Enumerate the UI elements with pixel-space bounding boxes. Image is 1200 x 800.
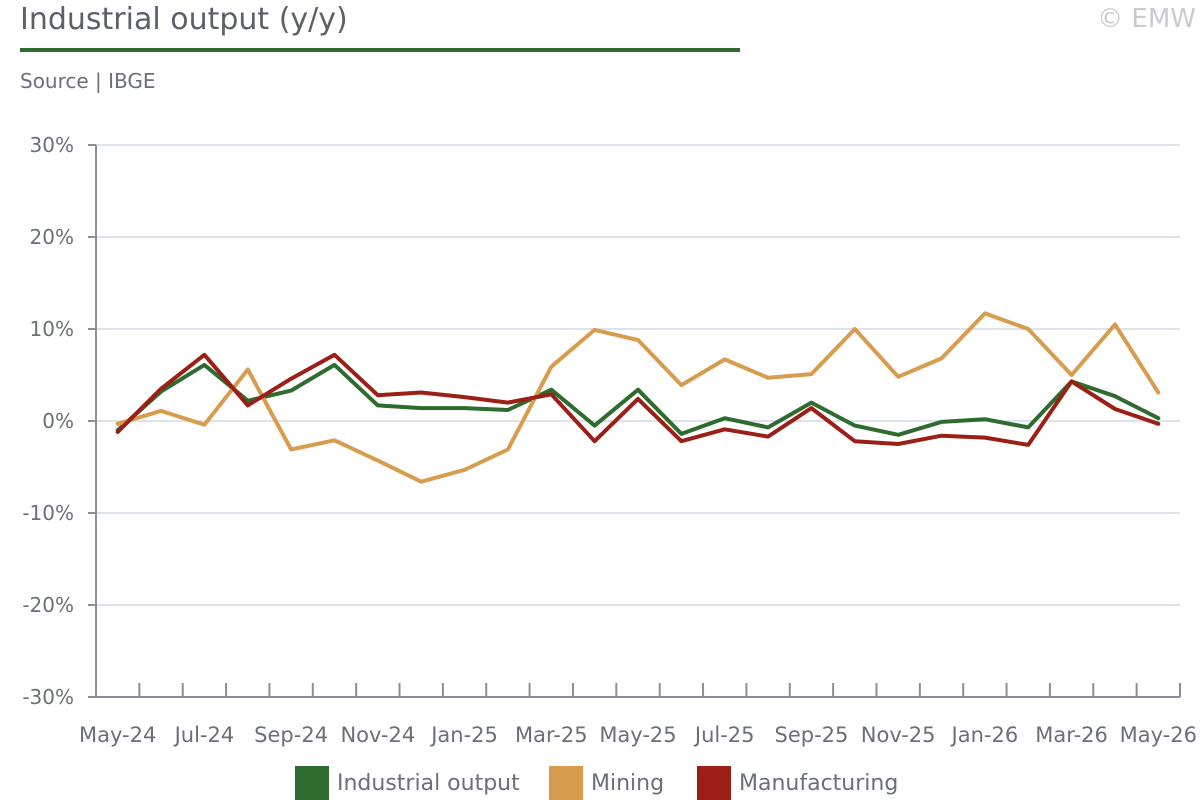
x-tick-label: Sep-25 xyxy=(774,723,848,747)
x-tick-label: Jul-24 xyxy=(173,723,235,747)
title-underline xyxy=(20,48,740,52)
legend-item-mining: Mining xyxy=(549,766,664,800)
series-line-mining xyxy=(115,311,1161,484)
legend-swatch-mining xyxy=(549,766,583,800)
legend-swatch-industrial-output xyxy=(295,766,329,800)
source-label: Source | IBGE xyxy=(20,69,156,93)
y-tick-label: 10% xyxy=(30,317,74,341)
legend-label-mining: Mining xyxy=(591,770,665,796)
legend-item-manufacturing: Manufacturing xyxy=(697,766,898,800)
legend: Industrial output Mining Manufacturing xyxy=(0,766,1200,800)
x-tick-label: Jul-25 xyxy=(693,723,755,747)
x-tick-label: Jan-25 xyxy=(429,723,498,747)
y-tick-label: 30% xyxy=(30,133,74,157)
line-chart: 30% 20% 10% 0% -10% -20% -30%May-24 Jul-24 Sep-2… xyxy=(22,133,1197,747)
x-tick-label: Mar-26 xyxy=(1035,723,1108,747)
copyright-label: © EMW xyxy=(1097,4,1196,34)
y-tick-label: -20% xyxy=(22,593,74,617)
x-tick-label: May-24 xyxy=(79,723,156,747)
x-tick-label: May-26 xyxy=(1120,723,1197,747)
x-tick-label: Jan-26 xyxy=(950,723,1019,747)
x-tick-label: Nov-24 xyxy=(340,723,415,747)
legend-item-industrial-output: Industrial output xyxy=(295,766,520,800)
series-line-industrial-output xyxy=(115,362,1161,437)
legend-label-industrial-output: Industrial output xyxy=(337,770,520,796)
y-tick-label: -10% xyxy=(22,501,74,525)
x-tick-label: Nov-25 xyxy=(861,723,936,747)
y-tick-label: 0% xyxy=(42,409,74,433)
x-tick-label: Sep-24 xyxy=(254,723,328,747)
x-tick-label: Mar-25 xyxy=(515,723,588,747)
x-tick-label: May-25 xyxy=(599,723,676,747)
y-tick-label: 20% xyxy=(30,225,74,249)
legend-label-manufacturing: Manufacturing xyxy=(739,770,899,796)
y-tick-label: -30% xyxy=(22,685,74,709)
legend-swatch-manufacturing xyxy=(697,766,731,800)
series-line-manufacturing xyxy=(115,352,1161,447)
chart-title: Industrial output (y/y) xyxy=(20,2,348,37)
